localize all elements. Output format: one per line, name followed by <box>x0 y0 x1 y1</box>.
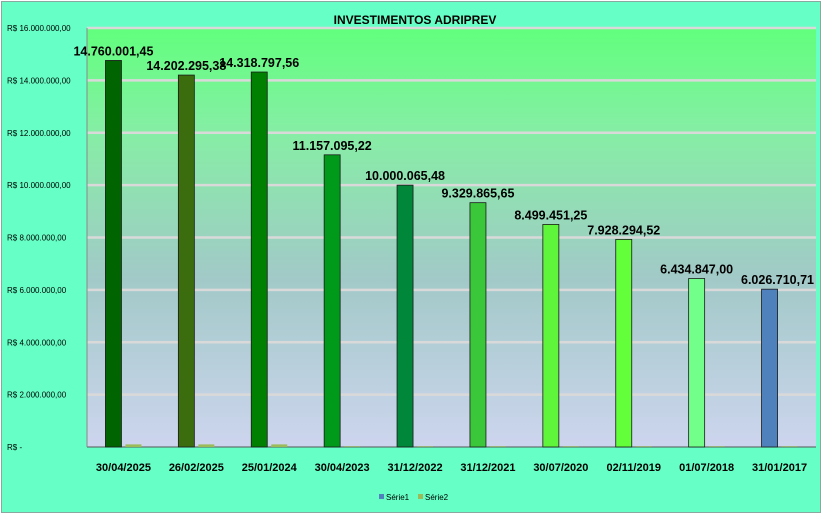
x-tick-label: 30/04/2025 <box>96 462 151 474</box>
legend: Série1 Série2 <box>379 493 449 502</box>
x-tick-label: 30/07/2020 <box>533 462 588 474</box>
x-tick-label: 25/01/2024 <box>242 462 298 474</box>
data-label: 6.026.710,71 <box>741 273 814 287</box>
data-label: 8.499.451,25 <box>514 208 587 222</box>
bar-serie2 <box>781 446 798 447</box>
bar-serie2 <box>198 444 215 447</box>
bar-serie1 <box>396 184 414 448</box>
chart-title: INVESTIMENTOS ADRIPREV <box>334 13 497 27</box>
bar-serie2 <box>125 444 142 447</box>
legend-swatch-serie1 <box>379 494 384 499</box>
data-label: 14.202.295,38 <box>146 59 226 73</box>
bar-serie2 <box>271 444 288 447</box>
data-label: 11.157.095,22 <box>293 139 372 153</box>
legend-swatch-serie2 <box>418 494 423 499</box>
y-tick-label: R$ 6.000.000,00 <box>7 286 67 295</box>
bar-serie2 <box>417 446 434 447</box>
bar-serie1 <box>688 278 706 448</box>
legend-label-serie1: Série1 <box>386 493 410 502</box>
bar-serie2 <box>562 446 579 447</box>
data-label: 6.434.847,00 <box>660 262 733 276</box>
bar-serie1 <box>615 238 633 448</box>
x-axis-ticks: 30/04/2025 26/02/2025 25/01/2024 30/04/2023… <box>96 462 807 474</box>
bars <box>105 60 798 448</box>
data-label: 10.000.065,48 <box>365 169 445 183</box>
y-axis-ticks: R$ - R$ 2.000.000,00 R$ 4.000.000,00 R$ 6.0… <box>7 24 71 452</box>
bar-serie1 <box>250 71 268 448</box>
x-tick-label: 02/11/2019 <box>607 462 661 474</box>
x-tick-label: 31/01/2017 <box>752 462 807 474</box>
y-tick-label: R$ 2.000.000,00 <box>7 391 67 400</box>
data-label: 7.928.294,52 <box>587 223 660 237</box>
bar-serie2 <box>635 446 652 447</box>
x-tick-label: 30/04/2023 <box>315 462 370 474</box>
y-tick-label: R$ 16.000.000,00 <box>7 24 71 33</box>
bar-serie1 <box>177 74 195 448</box>
bar-serie1 <box>469 202 487 448</box>
y-tick-label: R$ 10.000.000,00 <box>7 181 71 190</box>
data-label: 14.318.797,56 <box>219 56 299 70</box>
bar-serie1 <box>105 60 122 448</box>
bar-serie1 <box>761 288 778 448</box>
grid-lines <box>87 26 816 396</box>
y-tick-label: R$ 4.000.000,00 <box>7 338 67 347</box>
x-tick-label: 31/12/2021 <box>460 462 515 474</box>
legend-label-serie2: Série2 <box>425 493 449 502</box>
bar-serie2 <box>708 446 725 447</box>
data-label: 9.329.865,65 <box>441 187 514 201</box>
x-tick-label: 01/07/2018 <box>679 462 734 474</box>
x-tick-label: 26/02/2025 <box>169 462 224 474</box>
bar-serie1 <box>542 224 560 448</box>
bar-serie2 <box>344 446 361 447</box>
y-tick-label: R$ - <box>7 443 22 452</box>
y-tick-label: R$ 14.000.000,00 <box>7 76 71 85</box>
x-tick-label: 31/12/2022 <box>388 462 443 474</box>
bar-serie2 <box>489 446 506 447</box>
bar-serie1 <box>323 154 341 448</box>
data-label: 14.760.001,45 <box>73 44 153 58</box>
y-tick-label: R$ 8.000.000,00 <box>7 234 67 243</box>
y-tick-label: R$ 12.000.000,00 <box>7 129 71 138</box>
